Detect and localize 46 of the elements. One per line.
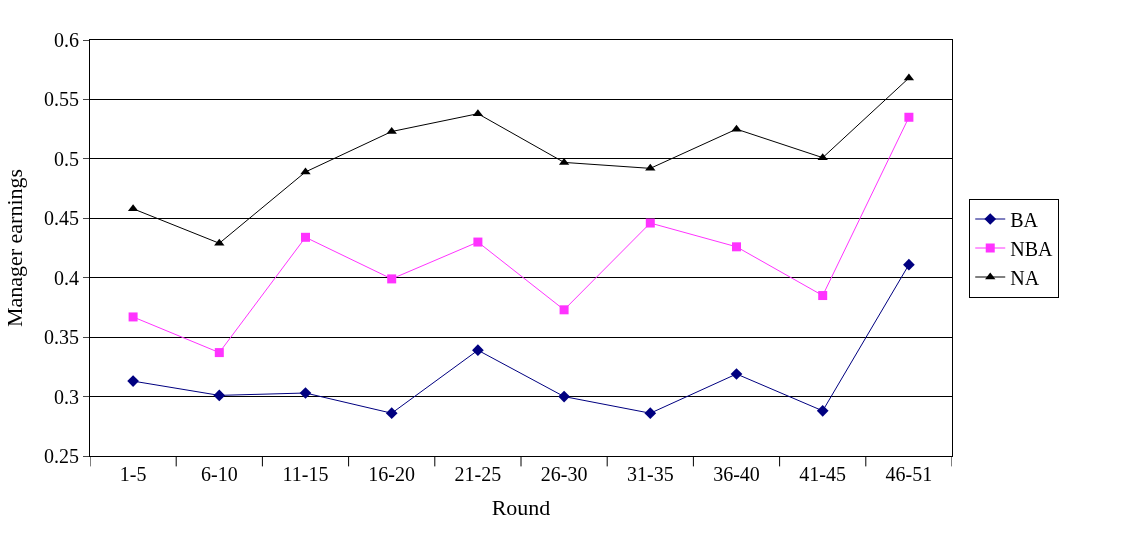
point <box>818 291 828 301</box>
point <box>214 348 224 358</box>
point <box>903 258 915 271</box>
x-tick-label: 6-10 <box>200 463 238 485</box>
x-tick-label: 46-51 <box>885 463 933 485</box>
point <box>644 407 657 420</box>
point <box>127 375 139 387</box>
y-tick-label: 0.5 <box>54 147 79 170</box>
point <box>816 404 829 417</box>
legend-label: NBA <box>1010 237 1054 260</box>
point <box>387 274 397 284</box>
x-tick-label: 26-30 <box>540 463 588 485</box>
point <box>385 407 398 420</box>
x-tick-label: 11-15 <box>282 463 329 485</box>
point <box>473 237 483 247</box>
point <box>301 232 310 242</box>
point <box>558 390 570 403</box>
point <box>214 238 225 246</box>
x-axis-title: Round <box>491 494 551 520</box>
legend-label: BA <box>1010 208 1039 231</box>
point <box>730 368 743 380</box>
y-axis-title: Manager earnings <box>1 168 27 328</box>
x-tick-label: 31-35 <box>626 463 674 485</box>
x-tick-label: 1-5 <box>119 463 147 485</box>
point <box>904 112 914 122</box>
point <box>213 389 226 402</box>
y-tick-label: 0.55 <box>44 88 79 111</box>
point <box>472 344 484 357</box>
legend-label: NA <box>1010 266 1040 289</box>
x-tick-label: 21-25 <box>454 463 502 485</box>
y-tick-label: 0.4 <box>54 266 79 289</box>
y-tick-label: 0.3 <box>54 385 79 408</box>
y-tick-label: 0.25 <box>44 445 79 467</box>
x-tick-label: 41-45 <box>799 463 847 485</box>
point <box>645 218 655 228</box>
point <box>645 163 656 171</box>
point <box>559 305 569 315</box>
x-tick-label: 16-20 <box>368 463 416 485</box>
point <box>300 167 311 175</box>
point <box>299 387 312 399</box>
point <box>128 312 138 322</box>
x-tick-label: 36-40 <box>713 463 760 485</box>
point <box>732 242 741 252</box>
y-tick-label: 0.45 <box>44 207 79 230</box>
y-tick-label: 0.6 <box>54 29 79 51</box>
y-tick-label: 0.35 <box>44 326 79 349</box>
